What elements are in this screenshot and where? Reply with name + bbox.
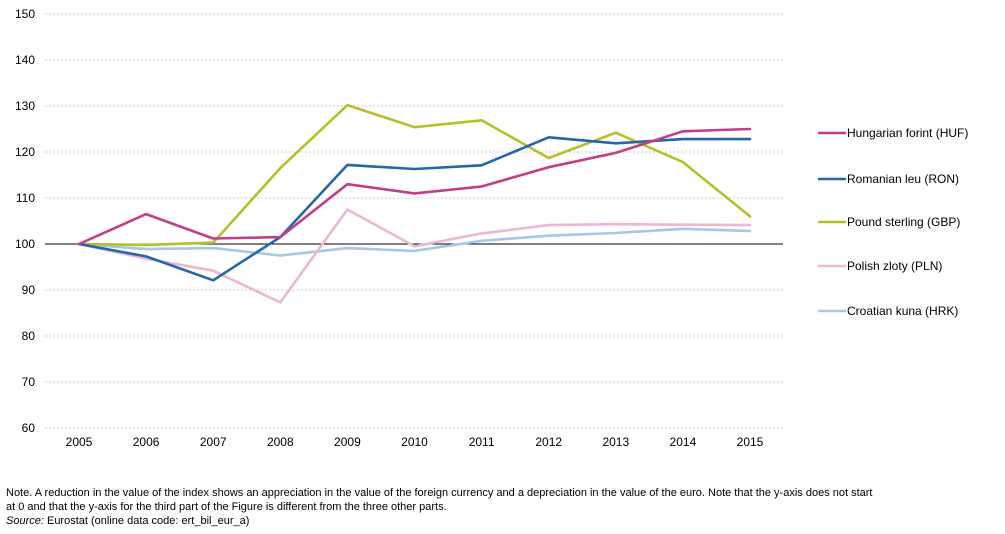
y-tick-label: 70 — [22, 375, 36, 389]
y-tick-label: 60 — [22, 421, 36, 435]
x-axis-ticks: 2005 2006 2007 2008 2009 2010 2011 2012 2013 2014… — [66, 435, 764, 449]
x-tick-label: 2015 — [737, 435, 764, 449]
y-tick-label: 110 — [16, 191, 35, 205]
y-tick-label: 130 — [15, 99, 35, 113]
x-tick-label: 2012 — [535, 435, 562, 449]
series-line-3 — [77, 208, 752, 304]
footnote-source: Source: Eurostat (online data code: ert_… — [6, 514, 876, 528]
y-axis-ticks: 60 70 80 90 100 110 120 130 140 150 — [15, 7, 35, 435]
legend-label: Pound sterling (GBP) — [847, 215, 960, 229]
x-tick-label: 2009 — [334, 435, 361, 449]
source-text: Eurostat (online data code: ert_bil_eur_… — [43, 515, 250, 527]
x-tick-label: 2006 — [133, 435, 160, 449]
legend: Hungarian forint (HUF) Romanian leu (RON)… — [818, 126, 968, 318]
legend-item: Hungarian forint (HUF) — [818, 126, 968, 140]
x-tick-label: 2007 — [200, 435, 227, 449]
x-tick-label: 2010 — [401, 435, 428, 449]
gridlines — [45, 13, 783, 429]
series-line-0 — [77, 127, 752, 246]
y-tick-label: 80 — [22, 329, 36, 343]
legend-label: Polish zloty (PLN) — [847, 259, 942, 273]
legend-label: Romanian leu (RON) — [847, 172, 959, 186]
series-lines — [77, 103, 752, 304]
y-tick-label: 90 — [22, 283, 36, 297]
legend-item: Croatian kuna (HRK) — [818, 304, 958, 318]
x-tick-label: 2011 — [469, 435, 495, 449]
x-tick-label: 2008 — [267, 435, 294, 449]
series-line-1 — [77, 136, 752, 282]
legend-item: Romanian leu (RON) — [818, 172, 959, 186]
y-tick-label: 120 — [15, 145, 35, 159]
source-label: Source: — [6, 515, 44, 527]
x-tick-label: 2014 — [670, 435, 697, 449]
x-tick-label: 2013 — [602, 435, 629, 449]
y-tick-label: 150 — [15, 7, 35, 21]
footnote-note: Note. A reduction in the value of the in… — [6, 487, 873, 513]
legend-label: Croatian kuna (HRK) — [847, 304, 958, 318]
footnote: Note. A reduction in the value of the in… — [6, 486, 876, 528]
series-line-4 — [77, 227, 752, 257]
x-tick-label: 2005 — [66, 435, 93, 449]
legend-label: Hungarian forint (HUF) — [847, 126, 968, 140]
y-tick-label: 140 — [15, 53, 35, 67]
legend-item: Pound sterling (GBP) — [818, 215, 960, 229]
legend-item: Polish zloty (PLN) — [818, 259, 942, 273]
y-tick-label: 100 — [15, 237, 35, 251]
